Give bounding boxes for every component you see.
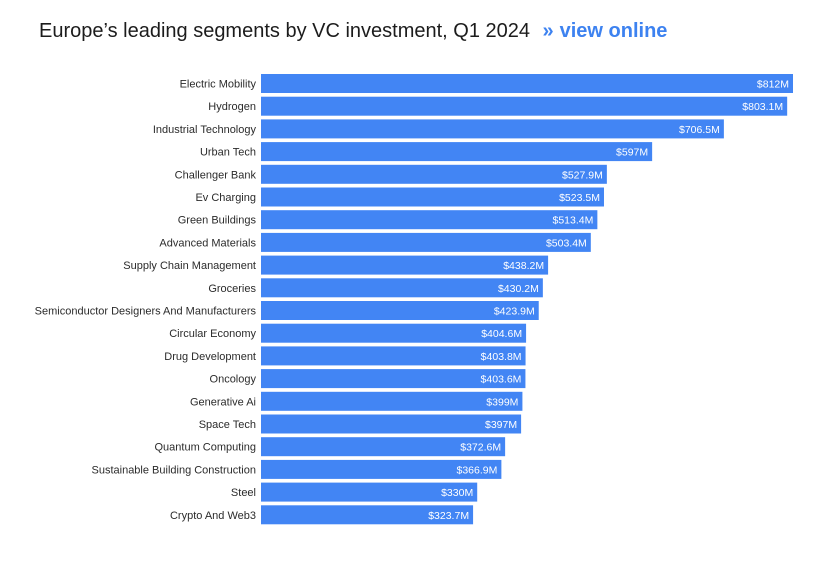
- bar[interactable]: [261, 119, 724, 139]
- bar-row: Ev Charging $523.5M: [195, 187, 604, 207]
- bar[interactable]: [261, 232, 591, 252]
- bar-row: Hydrogen $803.1M: [208, 96, 788, 116]
- category-label: Industrial Technology: [153, 124, 257, 136]
- value-label: $423.9M: [494, 306, 535, 318]
- value-label: $803.1M: [742, 101, 783, 113]
- bar-row: Steel $330M: [231, 482, 478, 502]
- bar[interactable]: [261, 369, 526, 389]
- bar-row: Challenger Bank $527.9M: [175, 164, 607, 184]
- category-label: Hydrogen: [208, 101, 256, 113]
- category-label: Ev Charging: [195, 192, 256, 204]
- category-label: Crypto And Web3: [170, 510, 256, 522]
- value-label: $523.5M: [559, 192, 600, 204]
- category-label: Advanced Materials: [159, 237, 256, 249]
- value-label: $403.6M: [481, 374, 522, 386]
- category-label: Semiconductor Designers And Manufacturer…: [35, 306, 257, 318]
- bar[interactable]: [261, 482, 478, 502]
- category-label: Electric Mobility: [180, 79, 257, 91]
- view-online-link[interactable]: » view online: [542, 20, 667, 42]
- category-label: Space Tech: [199, 419, 256, 431]
- bar[interactable]: [261, 96, 788, 116]
- chart-title: Europe’s leading segments by VC investme…: [39, 20, 531, 42]
- category-label: Circular Economy: [169, 328, 256, 340]
- bar[interactable]: [261, 164, 607, 184]
- bar[interactable]: [261, 255, 549, 275]
- value-label: $527.9M: [562, 169, 603, 181]
- value-label: $513.4M: [552, 215, 593, 227]
- category-label: Urban Tech: [200, 147, 256, 159]
- bar[interactable]: [261, 74, 793, 93]
- bar[interactable]: [261, 459, 502, 479]
- value-label: $399M: [486, 396, 518, 408]
- category-label: Sustainable Building Construction: [92, 464, 257, 476]
- category-label: Drug Development: [164, 351, 256, 363]
- bar-row: Sustainable Building Construction $366.9M: [92, 459, 502, 479]
- bar-row: Circular Economy $404.6M: [169, 323, 527, 343]
- category-label: Challenger Bank: [175, 169, 257, 181]
- category-label: Oncology: [210, 374, 257, 386]
- bar[interactable]: [261, 142, 653, 162]
- value-label: $323.7M: [428, 510, 469, 522]
- bar-row: Crypto And Web3 $323.7M: [170, 505, 474, 525]
- bar-row: Supply Chain Management $438.2M: [123, 255, 549, 275]
- value-label: $597M: [616, 147, 648, 159]
- category-label: Steel: [231, 487, 256, 499]
- bar[interactable]: [261, 414, 522, 434]
- bar[interactable]: [261, 505, 474, 525]
- view-online-label: view online: [559, 20, 668, 42]
- bar[interactable]: [261, 437, 506, 457]
- category-label: Groceries: [208, 283, 256, 295]
- bar-row: Quantum Computing $372.6M: [155, 437, 506, 457]
- category-label: Green Buildings: [178, 215, 257, 227]
- bar-row: Space Tech $397M: [199, 414, 522, 434]
- value-label: $503.4M: [546, 237, 587, 249]
- bar-row: Urban Tech $597M: [200, 142, 653, 162]
- value-label: $397M: [485, 419, 517, 431]
- bar[interactable]: [261, 346, 526, 366]
- bar-row: Drug Development $403.8M: [164, 346, 526, 366]
- bar-row: Oncology $403.6M: [210, 369, 526, 389]
- chart-header: Europe’s leading segments by VC investme…: [39, 18, 667, 46]
- bar-row: Green Buildings $513.4M: [178, 210, 598, 230]
- category-label: Supply Chain Management: [123, 260, 256, 272]
- value-label: $706.5M: [679, 124, 720, 136]
- value-label: $430.2M: [498, 283, 539, 295]
- value-label: $438.2M: [503, 260, 544, 272]
- bar[interactable]: [261, 187, 604, 207]
- double-chevron-right-icon: »: [542, 20, 554, 42]
- bar[interactable]: [261, 391, 523, 411]
- value-label: $366.9M: [457, 464, 498, 476]
- bar-row: Electric Mobility $812M: [180, 74, 793, 93]
- bar[interactable]: [261, 301, 539, 320]
- category-label: Generative Ai: [190, 396, 256, 408]
- bar[interactable]: [261, 323, 527, 343]
- value-label: $812M: [757, 79, 789, 91]
- value-label: $404.6M: [481, 328, 522, 340]
- bar-row: Generative Ai $399M: [190, 391, 523, 411]
- category-label: Quantum Computing: [155, 442, 257, 454]
- bar-row: Industrial Technology $706.5M: [153, 119, 724, 139]
- bar-row: Advanced Materials $503.4M: [159, 232, 591, 252]
- bar-row: Semiconductor Designers And Manufacturer…: [35, 301, 539, 320]
- bar-row: Groceries $430.2M: [208, 278, 543, 298]
- value-label: $403.8M: [481, 351, 522, 363]
- bar[interactable]: [261, 278, 543, 298]
- value-label: $330M: [441, 487, 473, 499]
- bar[interactable]: [261, 210, 598, 230]
- value-label: $372.6M: [460, 442, 501, 454]
